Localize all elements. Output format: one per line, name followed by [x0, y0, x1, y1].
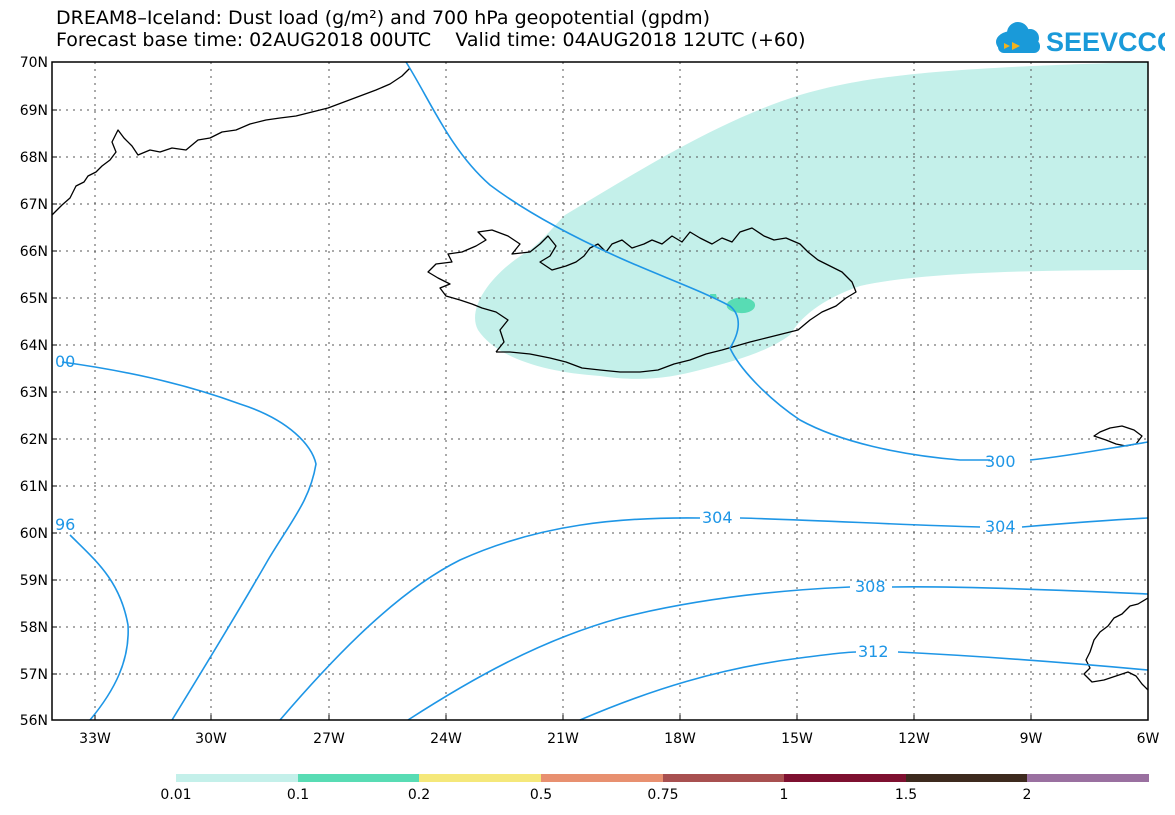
lon-label: 30W	[195, 731, 227, 747]
contour-label-304-east: 304	[985, 517, 1016, 536]
lat-label: 70N	[20, 55, 48, 71]
lat-label: 61N	[20, 479, 48, 495]
lat-label: 68N	[20, 150, 48, 166]
map-gridlines	[52, 62, 1148, 720]
lat-label: 58N	[20, 620, 48, 636]
colorbar-swatch	[419, 774, 541, 782]
lat-label: 64N	[20, 338, 48, 354]
colorbar-label: 0.2	[408, 787, 430, 803]
lat-label: 63N	[20, 385, 48, 401]
lon-label: 12W	[898, 731, 930, 747]
contour-312	[579, 651, 1149, 721]
contour-300-north	[405, 61, 1149, 461]
lon-label: 6W	[1137, 731, 1160, 747]
contour-label-304-center: 304	[702, 508, 733, 527]
map-title: DREAM8–Iceland: Dust load (g/m²) and 700…	[56, 7, 711, 29]
lon-label: 24W	[430, 731, 462, 747]
norway-coast	[1093, 425, 1143, 447]
lon-label: 27W	[313, 731, 345, 747]
lat-label: 56N	[20, 713, 48, 729]
contour-296	[69, 534, 129, 721]
lon-label: 21W	[547, 731, 579, 747]
forecast-time-subtitle: Forecast base time: 02AUG2018 00UTC Vali…	[56, 29, 806, 51]
colorbar-swatch	[663, 774, 784, 782]
geopotential-contours	[61, 61, 1149, 721]
colorbar-label: 0.01	[160, 787, 191, 803]
contour-308	[407, 586, 1149, 721]
lat-label: 62N	[20, 432, 48, 448]
contour-304	[279, 517, 1149, 721]
colorbar-label: 0.5	[530, 787, 552, 803]
greenland-coast	[51, 67, 411, 216]
colorbar-label: 0.75	[647, 787, 678, 803]
colorbar-label: 0.1	[287, 787, 309, 803]
lon-label: 33W	[79, 731, 111, 747]
colorbar-label: 1	[780, 787, 789, 803]
colorbar-swatch	[298, 774, 419, 782]
cloud-arrow-icon	[996, 22, 1040, 53]
contour-label-300-west: 00	[55, 352, 75, 371]
logo-text: SEEVCCC	[1046, 27, 1165, 57]
contour-label-300-east: 300	[985, 452, 1016, 471]
colorbar-swatch	[176, 774, 298, 782]
colorbar-swatch	[1027, 774, 1149, 782]
lat-label: 57N	[20, 667, 48, 683]
scotland-coast	[1083, 597, 1149, 691]
dust-area-light	[475, 62, 1148, 379]
lat-label: 67N	[20, 197, 48, 213]
lat-label: 59N	[20, 573, 48, 589]
colorbar-swatch	[784, 774, 906, 782]
colorbar-swatch	[541, 774, 663, 782]
contour-label-312: 312	[858, 642, 889, 661]
axis-ticks	[52, 61, 1032, 721]
colorbar-label: 1.5	[895, 787, 917, 803]
map-frame	[51, 61, 1149, 721]
lat-label: 60N	[20, 526, 48, 542]
lon-label: 15W	[781, 731, 813, 747]
lon-label: 9W	[1020, 731, 1043, 747]
contour-300-west	[61, 361, 317, 721]
colorbar-swatch	[906, 774, 1027, 782]
colorbar-label: 2	[1023, 787, 1032, 803]
lat-label: 69N	[20, 103, 48, 119]
colorbar	[176, 774, 1149, 782]
contour-label-296: 96	[55, 515, 75, 534]
iceland-coast	[427, 227, 857, 373]
lat-label: 66N	[20, 244, 48, 260]
contour-label-308: 308	[855, 577, 886, 596]
seevccc-logo: SEEVCCC	[996, 22, 1165, 57]
lon-label: 18W	[664, 731, 696, 747]
lat-label: 65N	[20, 291, 48, 307]
